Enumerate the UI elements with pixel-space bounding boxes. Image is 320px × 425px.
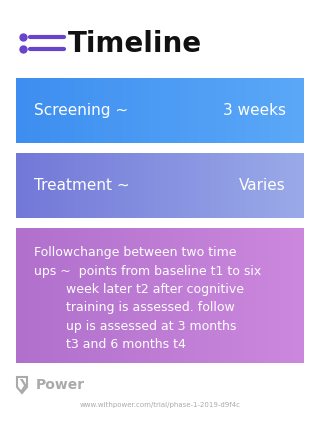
- Text: www.withpower.com/trial/phase-1-2019-d9f4c: www.withpower.com/trial/phase-1-2019-d9f…: [79, 402, 241, 408]
- Text: ❯: ❯: [17, 379, 27, 391]
- Text: Screening ~: Screening ~: [34, 103, 128, 118]
- FancyBboxPatch shape: [16, 228, 304, 363]
- Text: Treatment ~: Treatment ~: [34, 178, 130, 193]
- Text: Followchange between two time
ups ~  points from baseline t1 to six
        week: Followchange between two time ups ~ poin…: [34, 246, 261, 351]
- Text: Varies: Varies: [239, 178, 286, 193]
- Text: Power: Power: [36, 378, 85, 392]
- Text: Timeline: Timeline: [68, 30, 202, 58]
- Text: 3 weeks: 3 weeks: [223, 103, 286, 118]
- FancyBboxPatch shape: [16, 153, 304, 218]
- FancyBboxPatch shape: [16, 78, 304, 143]
